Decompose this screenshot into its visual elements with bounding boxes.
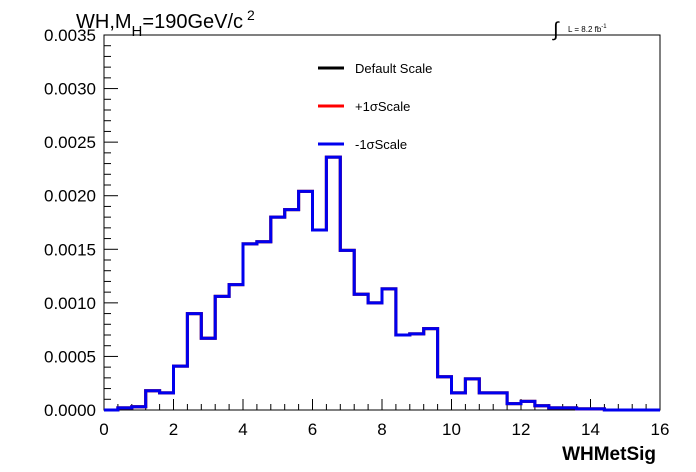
x-tick-label: 14 bbox=[581, 420, 600, 439]
x-tick-label: 16 bbox=[651, 420, 670, 439]
chart-title: WH,MH=190GeV/c 2 bbox=[76, 7, 255, 40]
x-tick-label: 6 bbox=[308, 420, 317, 439]
x-tick-label: 8 bbox=[377, 420, 386, 439]
legend-label: Default Scale bbox=[355, 61, 432, 76]
x-axis-label: WHMetSig bbox=[562, 444, 656, 465]
series-line-2 bbox=[104, 155, 660, 412]
luminosity-annotation: ∫ L = 8.2 fb-1 bbox=[552, 19, 607, 41]
y-tick-label: 0.0025 bbox=[44, 133, 96, 152]
series-group bbox=[104, 155, 660, 412]
integral-sign: ∫ bbox=[552, 19, 560, 41]
x-tick-label: 2 bbox=[169, 420, 178, 439]
series-line-1 bbox=[104, 155, 660, 412]
legend: Default Scale +1σScale -1σScale bbox=[318, 61, 432, 152]
legend-label: -1σScale bbox=[355, 137, 407, 152]
y-tick-label: 0.0010 bbox=[44, 294, 96, 313]
axes: 0 2 4 6 8 10 12 14 16 0.0000 0.0005 0.0010 0.0015 0.0… bbox=[44, 26, 669, 439]
x-tick-label: 12 bbox=[512, 420, 531, 439]
series-line-0 bbox=[104, 155, 660, 412]
y-tick-label: 0.0015 bbox=[44, 240, 96, 259]
y-tick-label: 0.0000 bbox=[44, 401, 96, 420]
y-tick-label: 0.0030 bbox=[44, 80, 96, 99]
y-tick-label: 0.0035 bbox=[44, 26, 96, 45]
y-tick-label: 0.0005 bbox=[44, 347, 96, 366]
x-tick-label: 4 bbox=[238, 420, 247, 439]
x-tick-label: 10 bbox=[442, 420, 461, 439]
x-tick-label: 0 bbox=[99, 420, 108, 439]
legend-label: +1σScale bbox=[355, 99, 410, 114]
luminosity-label: L = 8.2 fb-1 bbox=[568, 24, 607, 34]
y-tick-label: 0.0020 bbox=[44, 187, 96, 206]
